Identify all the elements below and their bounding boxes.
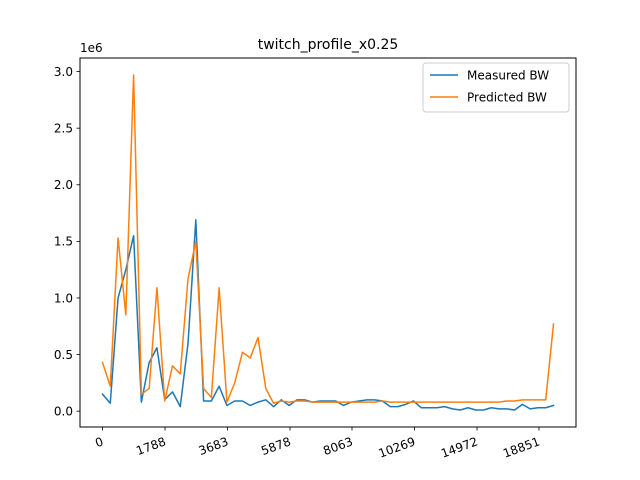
chart-title: twitch_profile_x0.25 [258,37,399,53]
y-tick-label: 2.5 [54,121,73,135]
axes-frame [79,57,577,428]
y-tick-label: 1.5 [54,235,73,249]
y-tick-label: 0.0 [54,404,73,418]
y-tick-label: 0.5 [54,348,73,362]
plot-area [101,74,555,411]
legend-label: Predicted BW [467,91,547,105]
y-axis-scale-label: 1e6 [80,41,103,55]
x-tick-label: 0 [93,434,105,450]
legend-box [422,62,570,113]
legend: Measured BW Predicted BW [422,62,570,113]
series-line-measured-bw [101,219,555,411]
y-tick-label: 1.0 [54,291,73,305]
y-tick-label: 3.0 [54,65,73,79]
series-line-predicted-bw [101,74,555,404]
y-axis: 0.0 0.5 1.0 1.5 2.0 2.5 3.0 [54,65,80,418]
legend-label: Measured BW [467,69,549,83]
y-tick-label: 2.0 [54,178,73,192]
